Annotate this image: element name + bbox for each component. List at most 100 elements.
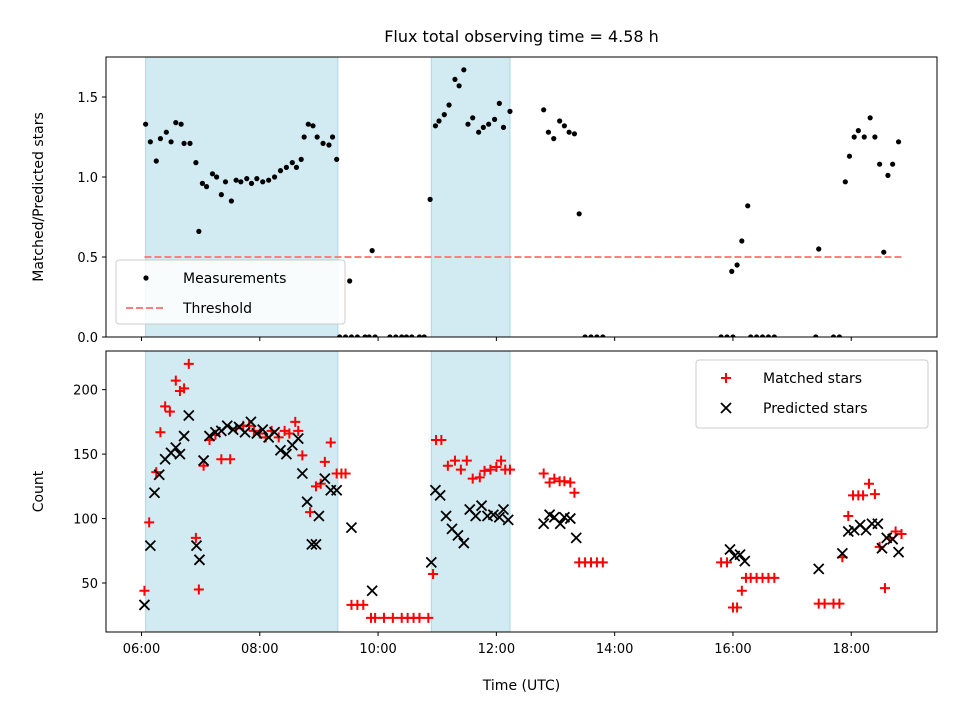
measurement-point — [861, 134, 867, 140]
measurement-point — [813, 334, 819, 337]
predicted-star-point — [538, 518, 550, 530]
predicted-star-point — [887, 533, 899, 545]
predicted-star-point — [301, 496, 313, 508]
measurement-point — [244, 176, 250, 182]
predicted-star-point — [487, 509, 500, 521]
predicted-star-point — [502, 514, 514, 526]
matched-star-point — [305, 507, 316, 518]
predicted-star-point — [251, 427, 263, 440]
x-tick-label: 18:00 — [833, 642, 870, 657]
measurement-point — [209, 171, 216, 177]
predicted-star-point — [138, 599, 151, 611]
predicted-star-point — [178, 430, 190, 442]
matched-star-point — [722, 557, 733, 568]
measurement-point — [320, 140, 326, 146]
measurement-point — [734, 262, 740, 268]
matched-star-point — [890, 526, 901, 537]
measurement-point — [168, 139, 174, 145]
measurement-point — [545, 129, 552, 135]
measurement-point — [310, 123, 316, 129]
matched-star-point — [834, 598, 845, 609]
matched-star-point — [293, 425, 304, 436]
y-tick-label: 50 — [81, 577, 98, 592]
legend-label: Predicted stars — [763, 401, 868, 417]
matched-star-point — [896, 529, 907, 540]
measurement-point — [228, 198, 234, 204]
measurement-point — [745, 203, 751, 209]
measurement-point — [342, 334, 349, 337]
measurement-point — [724, 334, 730, 337]
measurement-point — [233, 177, 239, 183]
matched-star-point — [843, 510, 854, 521]
measurement-point — [765, 334, 772, 337]
measurement-point — [289, 160, 295, 166]
measurement-point — [561, 123, 567, 129]
x-tick-label: 10:00 — [359, 642, 396, 657]
measurement-point — [293, 164, 300, 170]
predicted-star-point — [872, 518, 884, 530]
matched-star-point — [491, 462, 502, 473]
matched-star-point — [170, 375, 181, 386]
predicted-star-point — [170, 442, 182, 454]
measurement-point — [178, 121, 184, 127]
measurement-point — [147, 139, 153, 145]
legend-measurement-marker — [143, 275, 149, 281]
predicted-star-point — [221, 420, 233, 432]
measurement-point — [759, 334, 766, 337]
measurement-point — [446, 102, 452, 108]
chart-title: Flux total observing time = 4.58 h — [384, 27, 659, 46]
predicted-star-point — [452, 529, 464, 541]
measurement-point — [238, 179, 244, 185]
measurement-point — [872, 134, 878, 140]
y-axis-label: Count — [31, 470, 47, 512]
legend-label: Measurements — [183, 271, 286, 287]
y-tick-label: 0.5 — [77, 251, 98, 266]
measurement-point — [298, 156, 304, 162]
matched-star-point — [325, 437, 336, 448]
measurement-point — [260, 179, 266, 185]
x-tick-label: 14:00 — [596, 642, 633, 657]
predicted-star-point — [366, 585, 378, 597]
predicted-star-point — [239, 426, 251, 438]
measurement-point — [305, 121, 311, 127]
matched-star-point — [290, 416, 301, 427]
matched-star-point — [387, 612, 398, 623]
y-axis-label: Matched/Predicted stars — [31, 112, 47, 282]
matched-star-point — [155, 427, 166, 438]
measurement-point — [739, 238, 745, 244]
measurement-point — [557, 118, 563, 124]
measurement-point — [885, 172, 891, 178]
measurement-point — [541, 107, 547, 113]
matched-star-point — [442, 460, 453, 471]
measurement-point — [301, 134, 307, 140]
x-tick-label: 08:00 — [241, 642, 278, 657]
measurement-point — [416, 334, 423, 337]
measurement-point — [222, 179, 229, 185]
predicted-star-point — [319, 472, 331, 485]
measurement-point — [369, 248, 375, 254]
predicted-star-point — [493, 511, 505, 523]
predicted-star-point — [153, 469, 165, 481]
measurement-point — [347, 278, 353, 284]
measurement-point — [491, 116, 498, 122]
matched-star-point — [461, 455, 472, 466]
matched-star-point — [769, 572, 780, 583]
measurement-point — [337, 334, 343, 337]
measurement-point — [582, 334, 588, 337]
matched-star-point — [164, 406, 175, 417]
predicted-star-point — [306, 538, 318, 550]
matched-star-point — [879, 583, 890, 594]
matched-star-point — [559, 476, 570, 487]
matched-star-point — [549, 473, 560, 484]
measurement-point — [754, 334, 760, 337]
predicted-star-point — [564, 512, 576, 525]
measurement-point — [486, 121, 492, 127]
matched-star-point — [569, 487, 580, 498]
predicted-star-point — [227, 423, 239, 436]
measurement-point — [551, 136, 557, 142]
predicted-star-point — [274, 444, 287, 456]
measurement-point — [283, 164, 289, 170]
measurement-point — [409, 334, 415, 337]
y-tick-label: 1.5 — [77, 91, 98, 106]
predicted-star-point — [739, 555, 751, 567]
